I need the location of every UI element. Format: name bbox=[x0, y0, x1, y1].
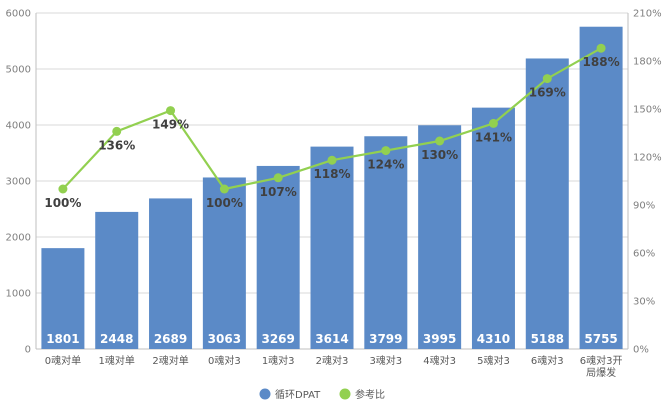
bar bbox=[525, 58, 569, 350]
line-point bbox=[219, 184, 229, 194]
x-tick-label: 6魂对3 bbox=[531, 354, 564, 367]
line-point bbox=[58, 184, 68, 194]
y-left-tick-label: 0 bbox=[25, 345, 31, 356]
line-point-label: 169% bbox=[529, 86, 566, 100]
line-point-label: 118% bbox=[313, 167, 350, 181]
line-point-label: 188% bbox=[583, 55, 620, 69]
line-point-label: 100% bbox=[206, 196, 243, 210]
line-point-label: 130% bbox=[421, 148, 458, 162]
line-point bbox=[112, 126, 122, 136]
x-tick-label: 2魂对3 bbox=[316, 354, 349, 367]
line-point bbox=[166, 106, 176, 116]
bar bbox=[149, 198, 193, 349]
y-right-tick-label: 180% bbox=[633, 57, 662, 68]
y-left-tick-label: 1000 bbox=[6, 289, 31, 300]
bar-value-label: 2689 bbox=[154, 332, 187, 346]
y-right-tick-label: 30% bbox=[633, 297, 655, 308]
y-left-tick-label: 6000 bbox=[6, 9, 31, 20]
line-point bbox=[542, 74, 552, 84]
bar bbox=[364, 136, 408, 349]
y-right-tick-label: 210% bbox=[633, 9, 662, 20]
bar-value-label: 4310 bbox=[477, 332, 510, 346]
bar bbox=[310, 146, 354, 349]
line-point bbox=[435, 136, 445, 146]
x-tick-label: 2魂对单 bbox=[152, 354, 188, 367]
line-point-label: 149% bbox=[152, 118, 189, 132]
line-point-label: 107% bbox=[260, 185, 297, 199]
bar bbox=[579, 26, 623, 349]
legend-marker bbox=[259, 388, 271, 400]
y-right-tick-label: 0% bbox=[633, 345, 649, 356]
bar bbox=[418, 125, 462, 349]
legend-marker bbox=[339, 388, 351, 400]
line-point bbox=[381, 146, 391, 156]
x-tick-label: 1魂对单 bbox=[99, 354, 135, 367]
y-left-tick-label: 3000 bbox=[6, 177, 31, 188]
bar-value-label: 5188 bbox=[531, 332, 564, 346]
x-tick-label: 0魂对单 bbox=[45, 354, 81, 367]
y-right-tick-label: 90% bbox=[633, 201, 655, 212]
bar bbox=[202, 177, 246, 349]
x-tick-label: 1魂对3 bbox=[262, 354, 295, 367]
line-point bbox=[273, 173, 283, 183]
bar-value-label: 3063 bbox=[208, 332, 241, 346]
y-right-tick-label: 60% bbox=[633, 249, 655, 260]
line-point bbox=[596, 43, 606, 53]
legend-label: 参考比 bbox=[355, 388, 385, 401]
line-point-label: 136% bbox=[98, 138, 135, 152]
bar-value-label: 2448 bbox=[100, 332, 133, 346]
y-left-tick-label: 2000 bbox=[6, 233, 31, 244]
bar-value-label: 3995 bbox=[423, 332, 456, 346]
bar bbox=[256, 165, 300, 349]
line-point-label: 124% bbox=[367, 158, 404, 172]
x-tick-label: 6魂对3开局爆发 bbox=[580, 354, 623, 379]
line-point bbox=[488, 118, 498, 128]
bar bbox=[41, 248, 85, 349]
y-left-tick-label: 5000 bbox=[6, 65, 31, 76]
x-tick-label: 3魂对3 bbox=[369, 354, 402, 367]
y-right-tick-label: 120% bbox=[633, 153, 662, 164]
bar-value-label: 3269 bbox=[261, 332, 294, 346]
y-right-tick-label: 150% bbox=[633, 105, 662, 116]
line-point bbox=[327, 155, 337, 165]
line-point-label: 141% bbox=[475, 130, 512, 144]
x-tick-label: 4魂对3 bbox=[423, 354, 456, 367]
x-tick-label: 5魂对3 bbox=[477, 354, 510, 367]
bar bbox=[471, 107, 515, 349]
legend-label: 循环DPAT bbox=[275, 388, 321, 401]
bar-value-label: 3614 bbox=[315, 332, 348, 346]
line-point-label: 100% bbox=[44, 196, 81, 210]
y-left-tick-label: 4000 bbox=[6, 121, 31, 132]
bar-value-label: 3799 bbox=[369, 332, 402, 346]
x-tick-label: 0魂对3 bbox=[208, 354, 241, 367]
bar-value-label: 5755 bbox=[584, 332, 617, 346]
bar-value-label: 1801 bbox=[46, 332, 79, 346]
bar bbox=[95, 211, 139, 349]
